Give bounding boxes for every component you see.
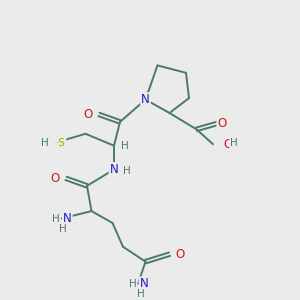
- Text: N: N: [63, 212, 72, 225]
- Text: H: H: [137, 289, 145, 299]
- Text: O: O: [176, 248, 185, 261]
- Text: H: H: [123, 166, 131, 176]
- Text: ·S: ·S: [56, 138, 65, 148]
- Text: H: H: [52, 214, 60, 224]
- Text: H: H: [230, 138, 238, 148]
- Text: O: O: [218, 117, 226, 130]
- Text: O: O: [51, 172, 60, 185]
- Text: N: N: [141, 93, 150, 106]
- Text: H: H: [59, 224, 67, 234]
- Text: H: H: [121, 141, 128, 151]
- Text: O: O: [224, 138, 233, 151]
- Text: N: N: [110, 163, 118, 176]
- Text: O: O: [84, 108, 93, 121]
- Text: N: N: [140, 278, 148, 290]
- Text: H: H: [129, 279, 136, 289]
- Text: H: H: [41, 138, 49, 148]
